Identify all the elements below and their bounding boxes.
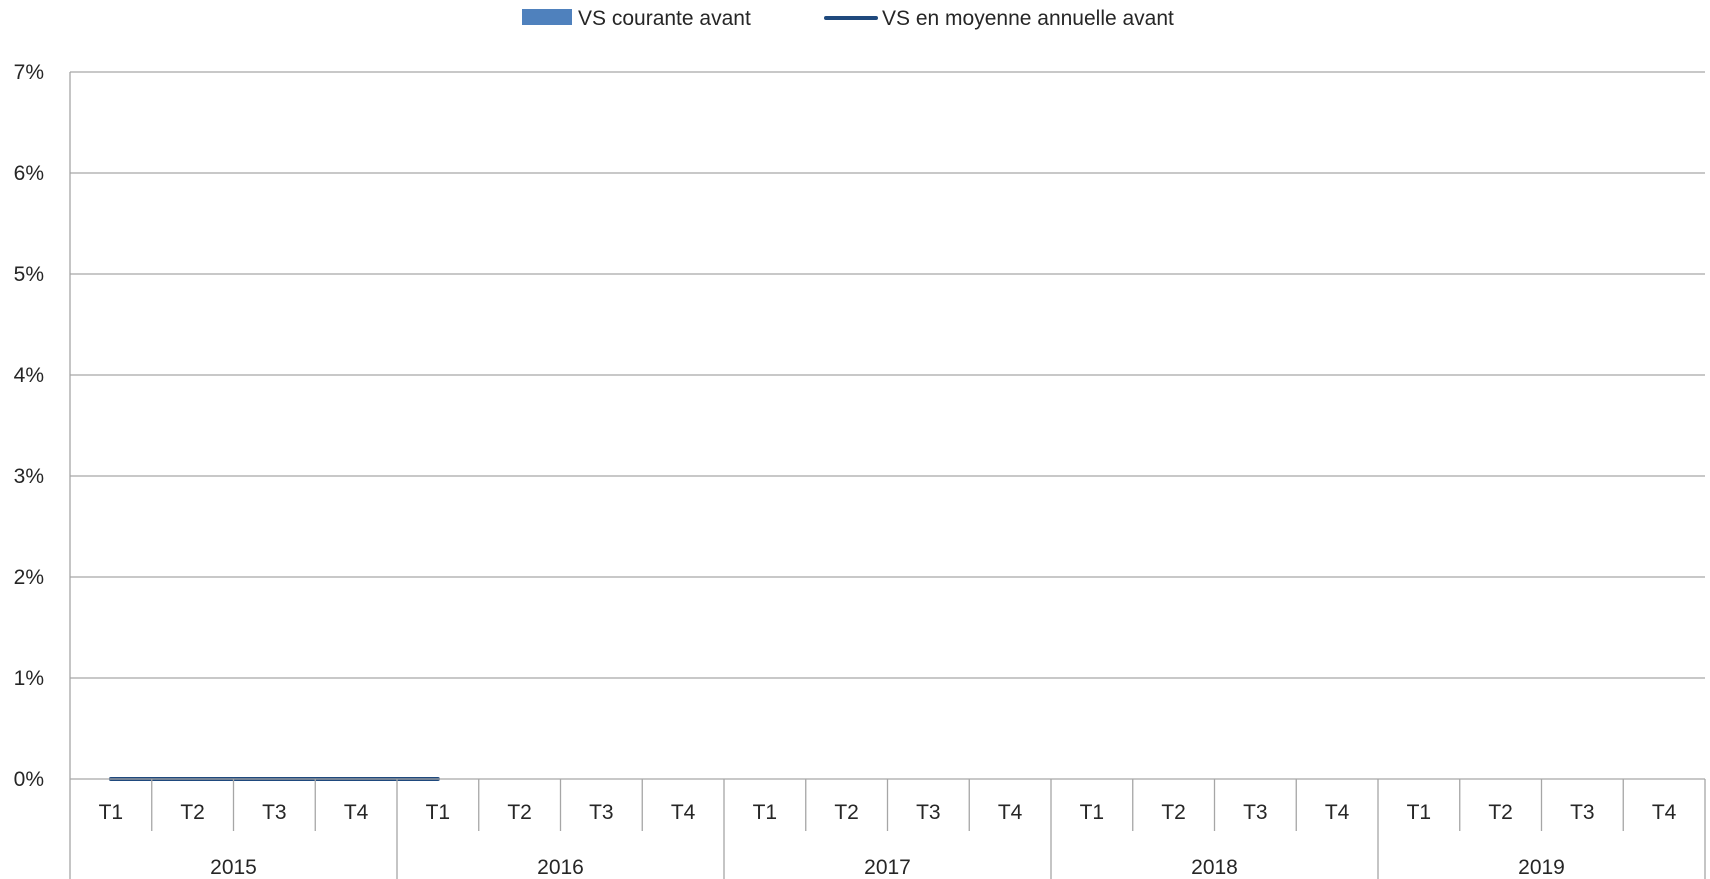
x-tick-label-year: 2017 [864, 856, 911, 879]
x-tick-label-quarter: T3 [262, 801, 287, 824]
y-tick-label: 2% [14, 566, 44, 589]
x-tick-label-quarter: T2 [1488, 801, 1513, 824]
y-tick-label: 7% [14, 61, 44, 84]
y-tick-label: 4% [14, 364, 44, 387]
x-tick-label-quarter: T4 [998, 801, 1023, 824]
y-tick-label: 0% [14, 768, 44, 791]
x-tick-label-quarter: T1 [99, 801, 124, 824]
x-tick-label-quarter: T3 [1570, 801, 1595, 824]
x-tick-label-quarter: T3 [916, 801, 941, 824]
gridlines [70, 71, 1705, 679]
x-tick-label-year: 2015 [210, 856, 257, 879]
x-tick-label-quarter: T1 [753, 801, 778, 824]
x-tick-label-quarter: T4 [671, 801, 696, 824]
y-tick-label: 5% [14, 263, 44, 286]
y-tick-label: 3% [14, 465, 44, 488]
legend: VS courante avant VS en moyenne annuelle… [522, 7, 1174, 30]
x-tick-label-quarter: T3 [589, 801, 614, 824]
x-tick-label-quarter: T1 [1080, 801, 1105, 824]
x-tick-label-quarter: T4 [1325, 801, 1350, 824]
legend-label-bar: VS courante avant [578, 7, 751, 30]
x-axis: T1 T2 T3 T4 T1 T2 T3 T4 T1 T2 T3 T4 T1 T2 T3 T4 T1 T2 T3 T4… [69, 72, 1706, 879]
y-axis-tick-labels: 0% 1% 2% 3% 4% 5% 6% 7% [14, 61, 44, 791]
x-tick-label-quarter: T3 [1243, 801, 1268, 824]
x-tick-label-year: 2016 [537, 856, 584, 879]
legend-swatch-bar [522, 9, 572, 25]
x-tick-label-quarter: T4 [1652, 801, 1677, 824]
y-tick-label: 1% [14, 667, 44, 690]
x-tick-label-year: 2019 [1518, 856, 1565, 879]
x-tick-label-quarter: T1 [426, 801, 451, 824]
x-tick-label-year: 2018 [1191, 856, 1238, 879]
x-tick-label-quarter: T2 [507, 801, 532, 824]
legend-label-line: VS en moyenne annuelle avant [882, 7, 1174, 30]
x-tick-label-quarter: T2 [834, 801, 859, 824]
x-tick-label-quarter: T2 [1161, 801, 1186, 824]
x-tick-label-quarter: T1 [1407, 801, 1432, 824]
x-tick-label-quarter: T2 [180, 801, 205, 824]
x-tick-label-quarter: T4 [344, 801, 369, 824]
y-tick-label: 6% [14, 162, 44, 185]
